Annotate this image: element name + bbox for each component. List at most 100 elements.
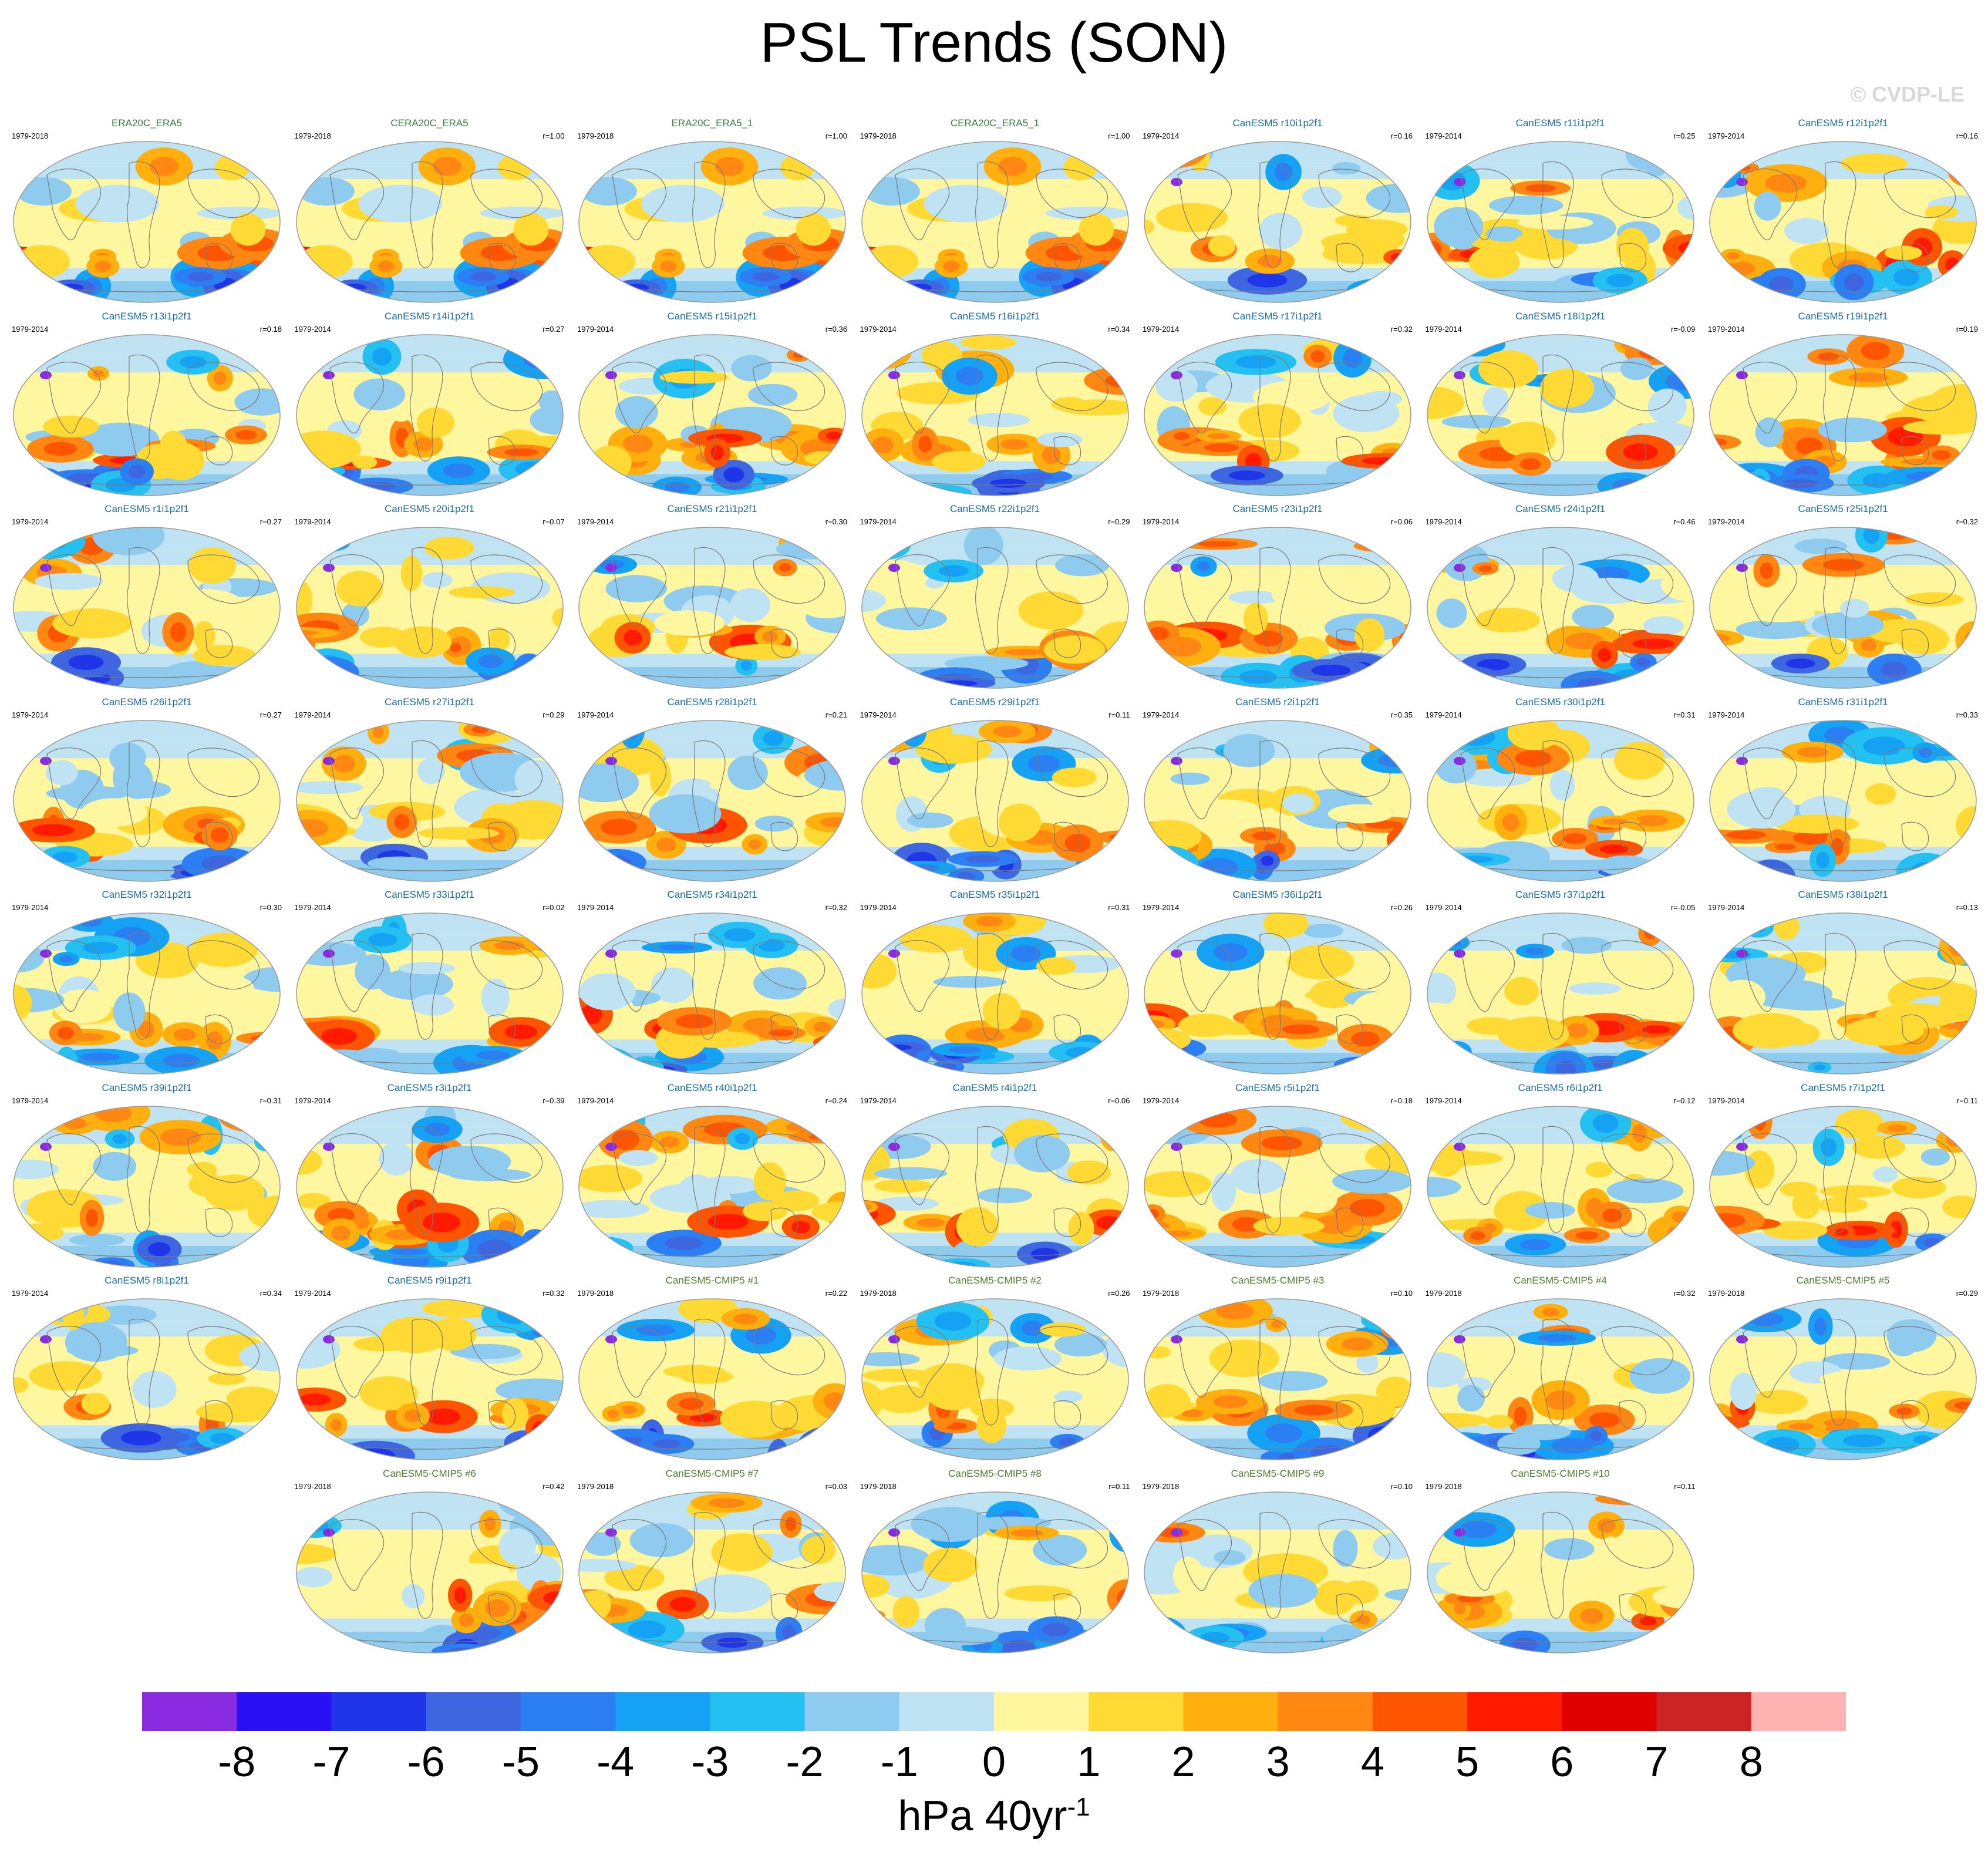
- trend-blob-core: [1351, 1031, 1380, 1047]
- coastline: [470, 554, 543, 604]
- trend-blob-core: [1390, 253, 1406, 262]
- trend-blob: [1482, 386, 1509, 416]
- trend-blob-core: [1816, 851, 1829, 868]
- trend-blob-core: [1257, 255, 1282, 268]
- trend-blob-core: [660, 261, 677, 272]
- panel-years: 1979-2018: [1425, 1481, 1462, 1491]
- map-outline: [578, 527, 846, 689]
- trend-blob-core: [1551, 1438, 1593, 1454]
- panel-years: 1979-2014: [12, 324, 49, 334]
- trend-band: [14, 741, 280, 758]
- panel-years: 1979-2014: [12, 903, 49, 912]
- trend-blob-core: [173, 1028, 196, 1041]
- trend-blob: [944, 656, 1029, 671]
- trend-blob: [1309, 979, 1357, 1008]
- trend-blob-core: [579, 839, 589, 848]
- trend-blob: [82, 422, 160, 456]
- trend-map: [1709, 141, 1977, 303]
- trend-blob: [754, 815, 794, 831]
- map-panel: CanESM5-CMIP5 #10 1979-2018 r=0.11: [1420, 1467, 1701, 1659]
- trend-blob: [1079, 339, 1128, 355]
- trend-blob-core: [579, 1054, 616, 1073]
- panel-correlation: r=0.32: [1956, 517, 1978, 526]
- trend-blob: [1453, 1335, 1465, 1343]
- trend-blob: [1442, 543, 1489, 581]
- coastline: [1336, 1207, 1364, 1237]
- trend-map: [1426, 141, 1694, 303]
- map-panel: CanESM5 r18i1p2f1 1979-2014 r=-0.09: [1420, 309, 1701, 502]
- map-panel: CanESM5 r10i1p2f1 1979-2014 r=0.16: [1137, 116, 1418, 309]
- trend-blob: [1736, 178, 1748, 186]
- trend-blob-core: [57, 1026, 74, 1039]
- trend-blob: [322, 1528, 335, 1537]
- trend-blob-core: [1642, 1025, 1670, 1034]
- panel-correlation: r=0.16: [1956, 132, 1978, 140]
- map-outline: [1709, 334, 1977, 496]
- trend-blob: [1039, 1322, 1086, 1337]
- trend-band: [861, 281, 1128, 302]
- trend-blob: [1171, 949, 1182, 958]
- map-outline: [1709, 912, 1977, 1075]
- coastline: [1540, 161, 1573, 268]
- coastline: [1177, 747, 1232, 819]
- coastline: [1258, 932, 1291, 1040]
- trend-blob: [1302, 186, 1342, 208]
- trend-blob: [1494, 1191, 1549, 1231]
- panel-years: 1979-2018: [577, 1289, 614, 1298]
- coastline: [1823, 932, 1856, 1040]
- trend-blob-core: [1716, 915, 1740, 934]
- trend-blob-core: [1261, 855, 1274, 866]
- coastline: [1883, 361, 1956, 411]
- coastline: [753, 554, 825, 604]
- coastline: [1883, 940, 1956, 990]
- trend-blob-core: [871, 341, 899, 360]
- trend-blob-core: [494, 941, 524, 951]
- panel-title: CERA20C_ERA5_1: [950, 117, 1040, 129]
- trend-band: [14, 666, 280, 688]
- panel-title: CanESM5 r3i1p2f1: [387, 1082, 472, 1093]
- trend-blob: [65, 1322, 128, 1362]
- trend-blob: [296, 914, 321, 931]
- trend-blob-core: [477, 654, 503, 668]
- panel-title: CanESM5-CMIP5 #9: [1231, 1467, 1325, 1479]
- coastline: [1258, 1511, 1291, 1619]
- trend-blob: [480, 206, 563, 220]
- trend-blob: [804, 604, 845, 618]
- trend-blob-core: [1430, 1642, 1448, 1652]
- panel-title: CanESM5 r2i1p2f1: [1235, 696, 1320, 708]
- coastline: [894, 1326, 949, 1398]
- trend-band: [1710, 666, 1976, 688]
- trend-blob-core: [942, 261, 959, 272]
- trend-blob: [1303, 924, 1344, 938]
- panel-years: 1979-2018: [1425, 1289, 1462, 1298]
- trend-blob: [1067, 1160, 1111, 1185]
- trend-blob: [1925, 205, 1959, 220]
- colorbar-tick-label: -8: [218, 1739, 256, 1786]
- map-outline: [295, 1491, 564, 1653]
- trend-blob: [45, 760, 78, 786]
- trend-band: [1144, 1491, 1411, 1513]
- coastline: [487, 243, 515, 272]
- panel-title: CanESM5-CMIP5 #7: [665, 1467, 759, 1479]
- colorbar-tick-label: 2: [1171, 1739, 1195, 1786]
- trend-blob: [1284, 1155, 1353, 1171]
- trend-blob-core: [1580, 1608, 1603, 1624]
- trend-blob-core: [734, 1133, 750, 1144]
- trend-blob: [1155, 369, 1198, 402]
- map-panel: CanESM5 r2i1p2f1 1979-2014 r=0.35: [1137, 695, 1418, 888]
- trend-blob-core: [1711, 1412, 1728, 1429]
- trend-blob-core: [1198, 541, 1238, 547]
- panel-title: CanESM5 r12i1p2f1: [1798, 117, 1888, 129]
- trend-band: [579, 860, 845, 881]
- trend-blob-core: [791, 1220, 810, 1233]
- coastline: [770, 1014, 798, 1044]
- trend-band: [296, 281, 563, 302]
- trend-blob-core: [1181, 1409, 1204, 1417]
- coastline: [975, 740, 1008, 847]
- colorbar-swatch: [1656, 1692, 1752, 1731]
- trend-blob: [378, 1141, 414, 1176]
- trend-blob-core: [160, 1128, 201, 1146]
- coastline: [894, 1518, 949, 1591]
- trend-blob-core: [306, 287, 326, 297]
- trend-blob-core: [1911, 861, 1941, 880]
